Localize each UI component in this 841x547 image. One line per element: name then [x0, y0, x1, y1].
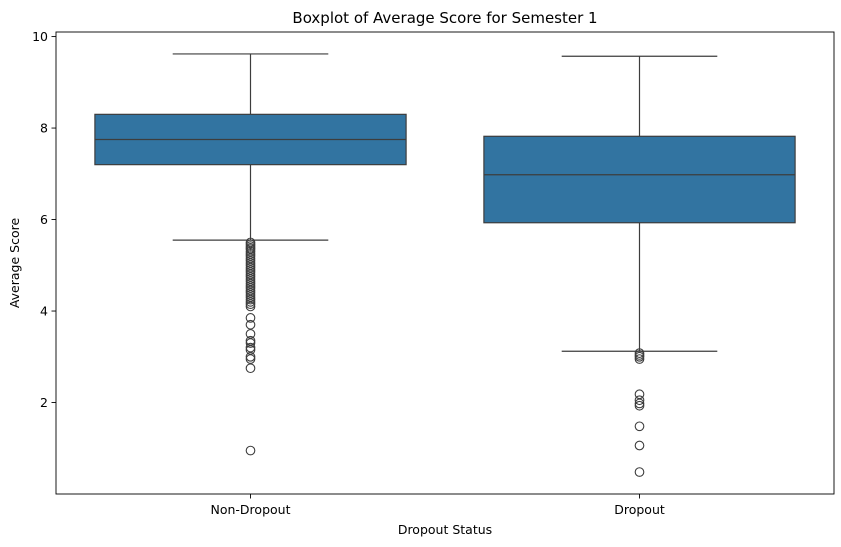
y-tick-label: 2 — [40, 395, 48, 410]
outlier-point — [245, 294, 256, 305]
y-tick-label: 4 — [40, 304, 48, 319]
iqr-box — [483, 135, 796, 224]
y-axis-label: Average Score — [7, 218, 22, 309]
outlier-point — [245, 297, 256, 307]
outlier-point — [245, 313, 256, 323]
outlier-point — [634, 421, 645, 432]
outlier-point — [634, 467, 645, 477]
outlier-point — [245, 351, 256, 362]
outlier-point — [245, 363, 256, 374]
outlier-point — [634, 395, 645, 406]
outlier-point — [634, 351, 645, 362]
outlier-point — [634, 354, 645, 364]
outlier-point — [634, 400, 645, 411]
outlier-point — [245, 299, 256, 310]
y-tick-label: 6 — [40, 212, 48, 227]
y-tick-label: 8 — [40, 121, 48, 136]
x-tick-label: Non-Dropout — [211, 502, 291, 517]
x-axis-label: Dropout Status — [398, 522, 492, 537]
outlier-point — [245, 338, 256, 348]
outlier-point — [634, 440, 645, 451]
plot-frame — [55, 31, 835, 495]
y-tick-label: 10 — [32, 29, 48, 44]
x-tick-label: Dropout — [614, 502, 665, 517]
plot-area — [94, 53, 796, 477]
outlier-point — [634, 398, 645, 409]
y-axis: 2 4 6 8 10 — [32, 29, 56, 410]
x-axis: Non-Dropout Dropout — [211, 494, 665, 517]
outlier-point — [245, 301, 256, 312]
box-group-dropout — [483, 55, 796, 477]
outlier-point — [245, 445, 256, 456]
chart-title: Boxplot of Average Score for Semester 1 — [292, 9, 597, 27]
box-group-non-dropout — [94, 53, 407, 456]
